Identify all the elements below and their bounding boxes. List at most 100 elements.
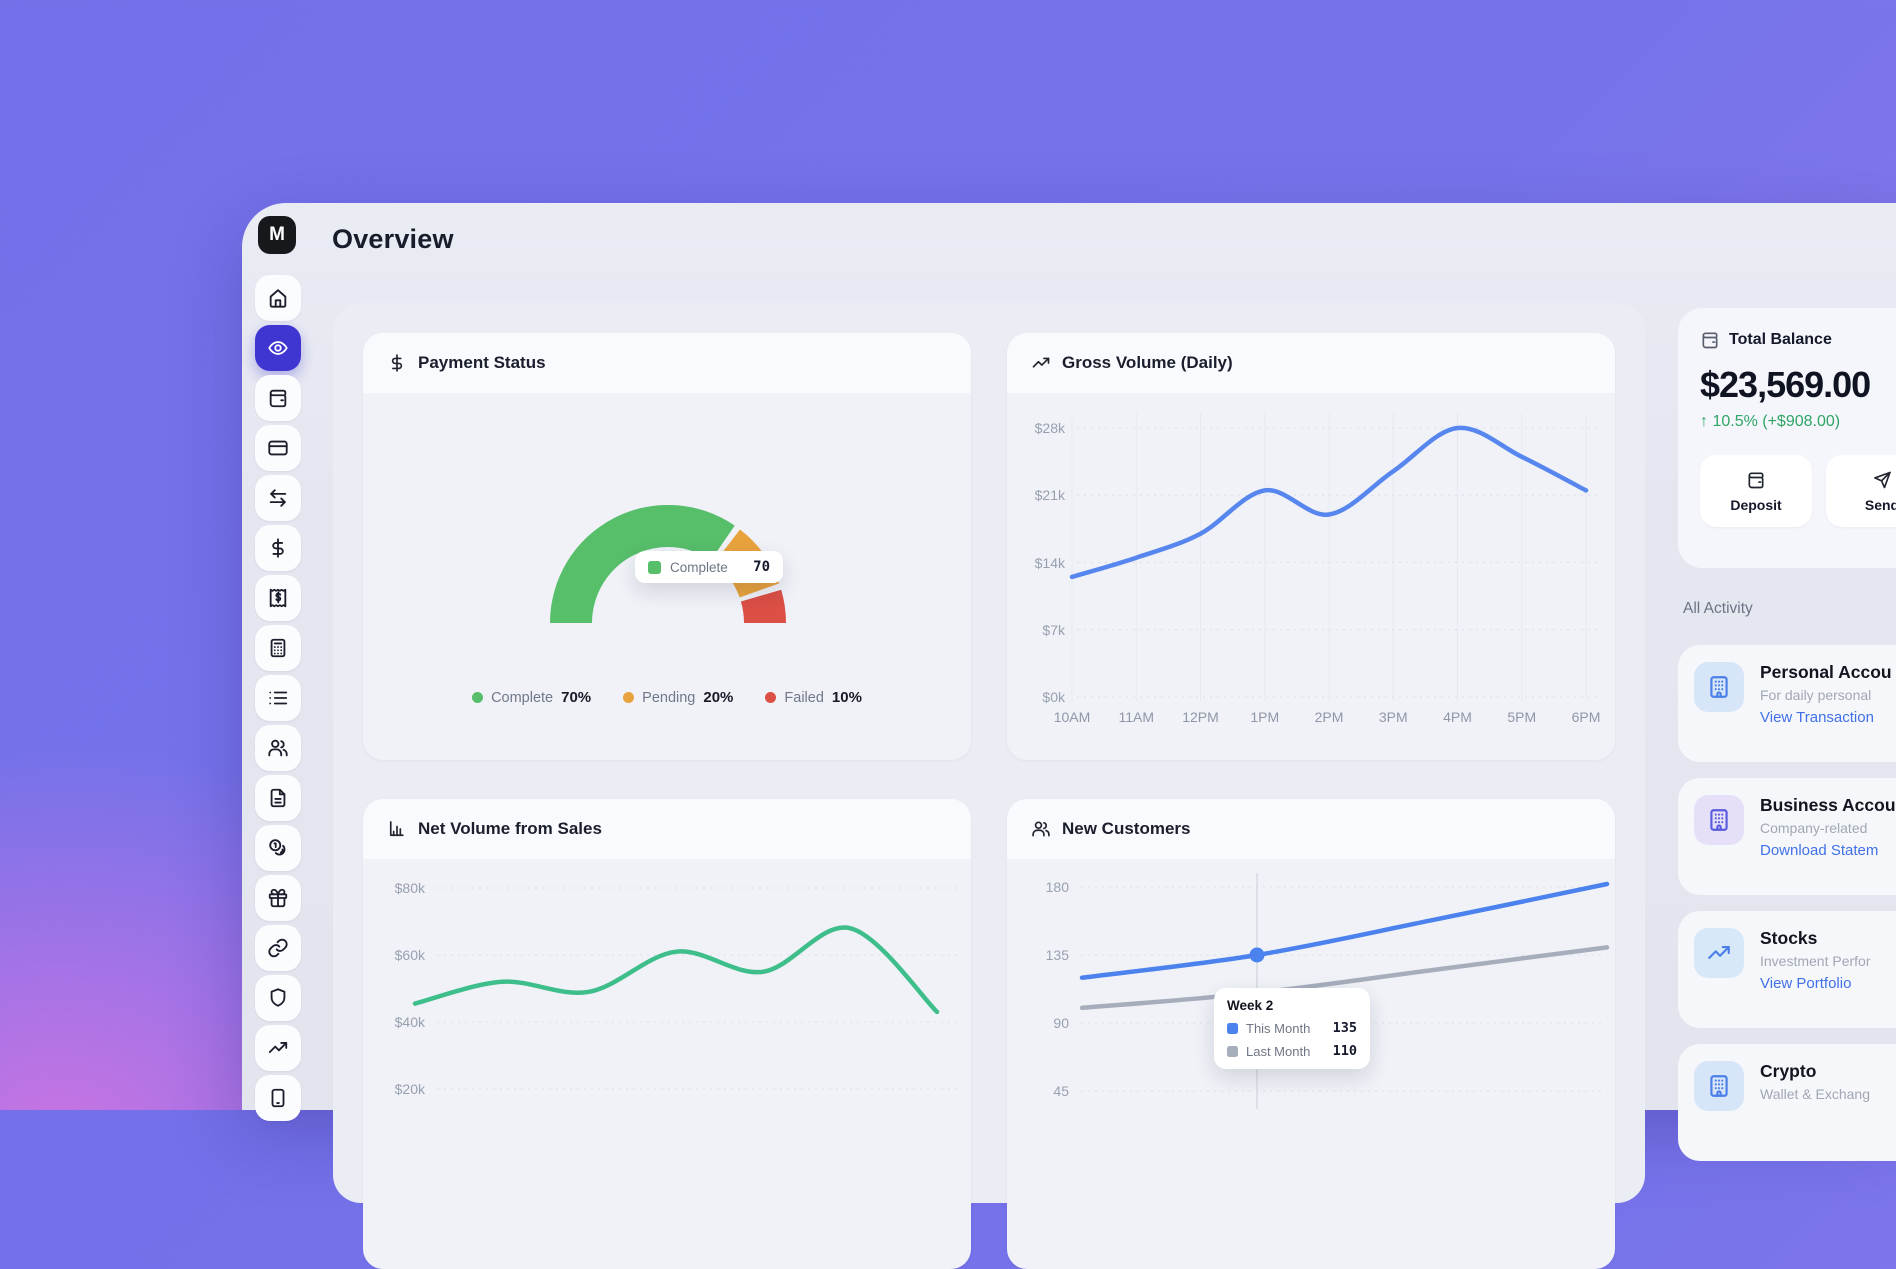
gauge-chart [550,504,786,623]
legend-label: Failed [784,689,824,706]
sidebar-item-list[interactable] [255,675,301,721]
net-volume-header: Net Volume from Sales [363,799,971,859]
y-tick: $60k [394,947,425,963]
send-button[interactable]: Send [1826,455,1896,527]
tooltip-value: 70 [753,559,770,575]
y-tick: 45 [1053,1083,1069,1099]
y-tick: $40k [394,1014,425,1030]
y-tick: $80k [394,880,425,896]
legend-dot [623,692,635,703]
activity-item-business-accou[interactable]: Business Accou Company-related Download … [1678,778,1896,895]
users-icon [1031,819,1051,839]
sidebar-item-dollar[interactable] [255,525,301,571]
gross-volume-chart: $28k $21k $14k $7k $0k 10AM 11AM 12PM 1PM 2PM 3PM 4… [1007,393,1615,760]
card-title: Net Volume from Sales [418,819,602,838]
total-balance-label: Total Balance [1729,331,1832,348]
coins-icon [267,837,289,859]
week-tooltip: Week 2 This Month 135 Last Month 110 [1214,988,1370,1069]
app-window: M Overview Payment Status Complete 70 Co… [242,203,1896,1269]
sidebar-item-link[interactable] [255,925,301,971]
activity-title: Personal Accou [1760,662,1892,682]
x-tick: 4PM [1443,709,1472,725]
gross-volume-card: Gross Volume (Daily) $28k $21k $14k $7k $0k 1… [1007,333,1615,760]
sidebar-item-transfers[interactable] [255,475,301,521]
activity-link[interactable]: View Portfolio [1760,975,1852,992]
all-activity-heading: All Activity [1683,600,1753,617]
activity-item-personal-accou[interactable]: Personal Accou For daily personal View T… [1678,645,1896,762]
legend-value: 20% [703,689,734,706]
sidebar-item-shield[interactable] [255,975,301,1021]
receipt-icon [267,587,289,609]
x-tick: 2PM [1314,709,1344,725]
card-title: Payment Status [418,353,546,372]
legend-dot [472,692,484,703]
activity-title: Stocks [1760,928,1818,948]
balance-actions: Deposit Send [1700,455,1896,527]
sidebar-icon-rail [255,275,301,1121]
deposit-button[interactable]: Deposit [1700,455,1812,527]
document-icon [267,787,289,809]
new-customers-header: New Customers [1007,799,1615,859]
net-volume-chart: $80k $60k $40k $20k [363,859,971,1269]
legend-item-complete: Complete 70% [472,689,591,706]
legend-value: 70% [561,689,592,706]
sidebar-item-document[interactable] [255,775,301,821]
y-tick: $28k [1034,420,1065,436]
total-balance-delta: ↑ 10.5% (+$908.00) [1700,413,1841,430]
line-chart [1069,413,1602,701]
x-tick: 11AM [1118,709,1155,725]
tooltip-row: This Month 135 [1227,1020,1357,1036]
legend-dot [765,692,777,703]
link-icon [267,937,289,959]
activity-item-stocks[interactable]: Stocks Investment Perfor View Portfolio [1678,911,1896,1028]
page-title: Overview [332,224,454,254]
wallet-icon [1700,330,1720,350]
gift-icon [267,887,289,909]
new-customers-card: New Customers Week 2 This Month 135 Last… [1007,799,1615,1269]
x-tick: 1PM [1250,709,1280,725]
complete-swatch [648,560,661,574]
home-icon [267,287,289,309]
payment-status-card: Payment Status Complete 70 Complete 70% … [363,333,971,760]
sidebar-item-trending-up[interactable] [255,1025,301,1071]
sidebar-item-home[interactable] [255,275,301,321]
x-tick: 5PM [1507,709,1537,725]
activity-subtitle: Wallet & Exchang [1760,1086,1870,1102]
total-balance-card: Total Balance $23,569.00 ↑ 10.5% (+$908.… [1678,308,1896,568]
line-chart [412,887,958,1090]
total-balance-label-row: Total Balance [1700,330,1896,350]
legend-item-failed: Failed 10% [765,689,862,706]
activity-list: Personal Accou For daily personal View T… [1678,645,1896,1161]
activity-subtitle: Company-related [1760,820,1868,836]
activity-link[interactable]: Download Statem [1760,842,1879,859]
highlight-dot[interactable] [1249,947,1265,963]
activity-item-crypto[interactable]: Crypto Wallet & Exchang [1678,1044,1896,1161]
sidebar-item-eye[interactable] [255,325,301,371]
sidebar-item-calculator[interactable] [255,625,301,671]
trending-up-icon [267,1037,289,1059]
activity-title: Business Accou [1760,795,1896,815]
activity-subtitle: For daily personal [1760,687,1872,703]
tooltip-title: Week 2 [1227,998,1274,1013]
y-tick: $7k [1042,621,1065,638]
sidebar-item-users[interactable] [255,725,301,771]
sidebar-item-coins[interactable] [255,825,301,871]
app-logo[interactable]: M [258,216,296,254]
sidebar-item-gift[interactable] [255,875,301,921]
sidebar-item-wallet[interactable] [255,375,301,421]
sidebar-item-credit-card[interactable] [255,425,301,471]
activity-link[interactable]: View Transaction [1760,709,1874,726]
building-icon [1694,662,1744,712]
payment-status-chart: Complete 70 Complete 70% Pending 20% Fai… [363,393,971,760]
x-tick: 6PM [1571,709,1601,725]
building-icon [1694,795,1744,845]
users-icon [267,737,289,759]
calculator-icon [267,637,289,659]
x-tick: 10AM [1053,709,1091,725]
send-icon [1872,470,1892,490]
sidebar-item-device[interactable] [255,1075,301,1121]
y-tick: $20k [394,1081,425,1097]
new-customers-chart: Week 2 This Month 135 Last Month 110 180… [1007,859,1615,1269]
sidebar-item-receipt[interactable] [255,575,301,621]
legend-label: Pending [642,689,696,706]
